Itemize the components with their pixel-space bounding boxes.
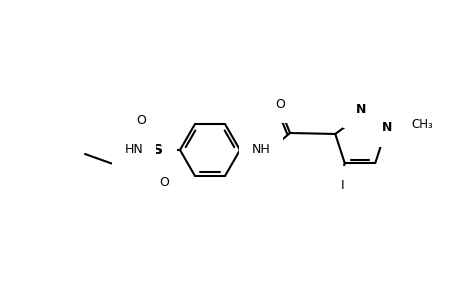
Text: I: I <box>340 178 344 191</box>
Text: N: N <box>355 103 365 116</box>
Text: O: O <box>159 176 168 188</box>
Text: HN: HN <box>124 142 143 155</box>
Text: O: O <box>274 98 284 110</box>
Text: S: S <box>153 143 162 157</box>
Text: N: N <box>381 122 391 134</box>
Text: CH₃: CH₃ <box>411 118 432 131</box>
Text: NH: NH <box>251 142 270 155</box>
Text: O: O <box>136 113 146 127</box>
